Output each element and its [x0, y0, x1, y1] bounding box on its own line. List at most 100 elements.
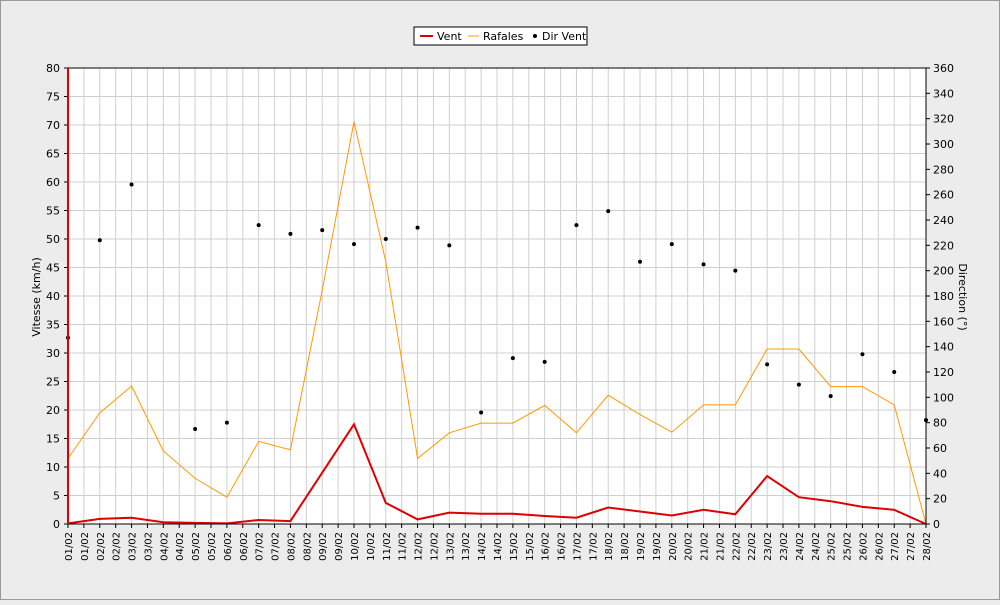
x-tick-label: 20/02: [684, 532, 695, 561]
x-tick-label: 15/02: [509, 532, 520, 561]
dir-vent-point: [130, 183, 134, 187]
x-tick-label: 24/02: [795, 532, 806, 561]
x-tick-label: 12/02: [414, 532, 425, 561]
y2-tick-label: 240: [933, 214, 954, 227]
x-tick-label: 26/02: [874, 532, 885, 561]
dir-vent-point: [384, 237, 388, 241]
x-tick-label: 10/02: [366, 532, 377, 561]
y2-tick-label: 180: [933, 290, 954, 303]
y-tick-label: 55: [46, 205, 60, 218]
y-tick-label: 30: [46, 347, 60, 360]
dir-vent-point: [479, 411, 483, 415]
y-tick-label: 45: [46, 262, 60, 275]
y2-tick-label: 20: [933, 493, 947, 506]
y2-tick-label: 80: [933, 417, 947, 430]
x-tick-label: 28/02: [922, 532, 933, 561]
x-tick-label: 01/02: [64, 532, 75, 561]
x-tick-label: 26/02: [858, 532, 869, 561]
x-tick-label: 20/02: [668, 532, 679, 561]
x-tick-label: 27/02: [890, 532, 901, 561]
y-tick-label: 20: [46, 404, 60, 417]
dir-vent-point: [702, 262, 706, 266]
x-tick-label: 21/02: [715, 532, 726, 561]
dir-vent-point: [288, 232, 292, 236]
x-tick-label: 23/02: [779, 532, 790, 561]
dir-vent-point: [511, 356, 515, 360]
y2-tick-label: 300: [933, 138, 954, 151]
x-tick-label: 16/02: [541, 532, 552, 561]
y-tick-label: 50: [46, 233, 60, 246]
y-tick-label: 75: [46, 91, 60, 104]
x-tick-label: 08/02: [286, 532, 297, 561]
x-tick-label: 17/02: [572, 532, 583, 561]
y-tick-label: 35: [46, 319, 60, 332]
dir-vent-point: [670, 242, 674, 246]
x-tick-label: 25/02: [843, 532, 854, 561]
legend-dir-label: Dir Vent: [542, 30, 587, 43]
x-tick-label: 01/02: [80, 532, 91, 561]
x-tick-label: 05/02: [207, 532, 218, 561]
x-tick-label: 07/02: [271, 532, 282, 561]
y2-tick-label: 320: [933, 113, 954, 126]
legend-rafales-label: Rafales: [483, 30, 524, 43]
y-tick-label: 10: [46, 461, 60, 474]
legend-dir-swatch: [533, 34, 537, 38]
x-tick-label: 04/02: [175, 532, 186, 561]
y2-tick-label: 100: [933, 391, 954, 404]
y-tick-label: 80: [46, 62, 60, 75]
x-tick-label: 15/02: [525, 532, 536, 561]
y2-tick-label: 360: [933, 62, 954, 75]
x-tick-label: 11/02: [398, 532, 409, 561]
dir-vent-point: [829, 394, 833, 398]
dir-vent-point: [447, 243, 451, 247]
y2-tick-label: 120: [933, 366, 954, 379]
x-tick-label: 24/02: [811, 532, 822, 561]
y2-tick-label: 340: [933, 87, 954, 100]
x-tick-label: 11/02: [382, 532, 393, 561]
x-tick-label: 19/02: [652, 532, 663, 561]
x-tick-label: 14/02: [493, 532, 504, 561]
x-tick-label: 17/02: [588, 532, 599, 561]
y-tick-label: 65: [46, 148, 60, 161]
y2-tick-label: 40: [933, 467, 947, 480]
y-tick-label: 40: [46, 290, 60, 303]
x-tick-label: 18/02: [620, 532, 631, 561]
x-tick-label: 03/02: [143, 532, 154, 561]
x-tick-label: 27/02: [906, 532, 917, 561]
legend: Vent Rafales Dir Vent: [414, 27, 587, 45]
y2-tick-label: 220: [933, 239, 954, 252]
y2-tick-label: 160: [933, 315, 954, 328]
dir-vent-point: [257, 223, 261, 227]
dir-vent-point: [320, 228, 324, 232]
y-tick-label: 15: [46, 433, 60, 446]
y-tick-label: 0: [53, 518, 60, 531]
y-tick-label: 5: [53, 490, 60, 503]
y2-tick-label: 280: [933, 163, 954, 176]
dir-vent-point: [574, 223, 578, 227]
dir-vent-point: [765, 362, 769, 366]
dir-vent-point: [352, 242, 356, 246]
x-tick-label: 10/02: [350, 532, 361, 561]
y2-tick-label: 260: [933, 189, 954, 202]
dir-vent-point: [543, 360, 547, 364]
dir-vent-point: [733, 269, 737, 273]
x-tick-label: 04/02: [159, 532, 170, 561]
y2-tick-label: 200: [933, 265, 954, 278]
dir-vent-point: [797, 383, 801, 387]
x-tick-label: 14/02: [477, 532, 488, 561]
x-tick-label: 13/02: [461, 532, 472, 561]
x-tick-label: 06/02: [223, 532, 234, 561]
x-tick-label: 22/02: [731, 532, 742, 561]
y-tick-label: 70: [46, 119, 60, 132]
dir-vent-point: [416, 226, 420, 230]
legend-vent-label: Vent: [437, 30, 462, 43]
dir-vent-point: [606, 209, 610, 213]
x-tick-label: 05/02: [191, 532, 202, 561]
y2-tick-label: 140: [933, 341, 954, 354]
dir-vent-point: [98, 238, 102, 242]
x-tick-label: 07/02: [255, 532, 266, 561]
y2-tick-label: 60: [933, 442, 947, 455]
